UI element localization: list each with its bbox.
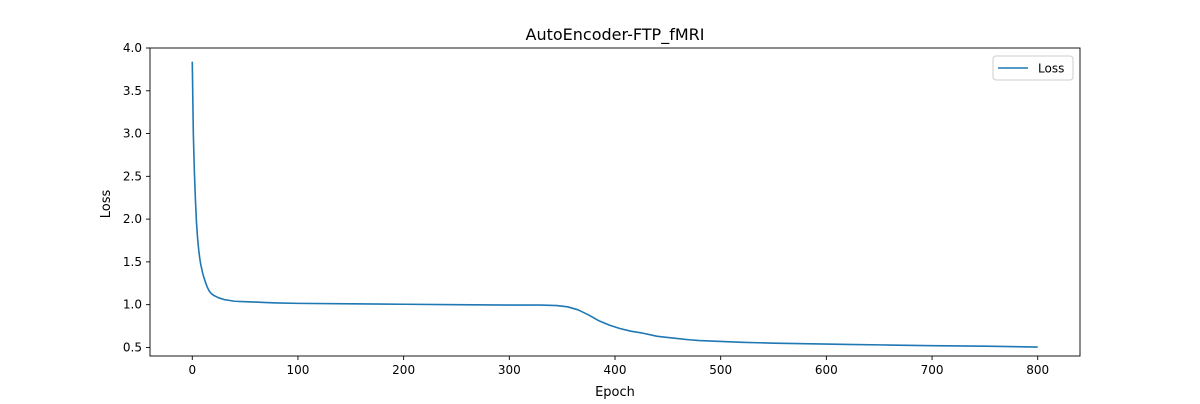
x-tick-label: 0 xyxy=(188,363,196,377)
legend: Loss xyxy=(992,55,1074,81)
y-tick-label: 2.5 xyxy=(123,169,142,183)
legend-label: Loss xyxy=(1038,62,1064,76)
legend-box xyxy=(992,55,1074,81)
y-tick-label: 0.5 xyxy=(123,340,142,354)
y-tick-label: 2.0 xyxy=(123,212,142,226)
y-tick-label: 4.0 xyxy=(123,41,142,55)
y-axis-label: Loss xyxy=(99,190,114,219)
x-tick-label: 600 xyxy=(815,363,838,377)
x-tick-label: 200 xyxy=(392,363,415,377)
y-tick-label: 1.5 xyxy=(123,255,142,269)
plot-area: 0 100 200 300 400 500 600 700 800 0.5 1.0 1.5 2.0 2.5… xyxy=(123,41,1081,377)
x-tick-label: 800 xyxy=(1026,363,1049,377)
y-tick-label: 1.0 xyxy=(123,298,142,312)
chart-title: AutoEncoder-FTP_fMRI xyxy=(526,25,705,45)
x-tick-label: 700 xyxy=(921,363,944,377)
x-axis-label: Epoch xyxy=(595,385,635,400)
x-tick-label: 400 xyxy=(604,363,627,377)
x-tick-label: 300 xyxy=(498,363,521,377)
y-tick-label: 3.5 xyxy=(123,84,142,98)
y-tick-label: 3.0 xyxy=(123,127,142,141)
x-tick-label: 100 xyxy=(287,363,310,377)
series-line-loss xyxy=(191,61,1038,348)
x-tick-label: 500 xyxy=(709,363,732,377)
